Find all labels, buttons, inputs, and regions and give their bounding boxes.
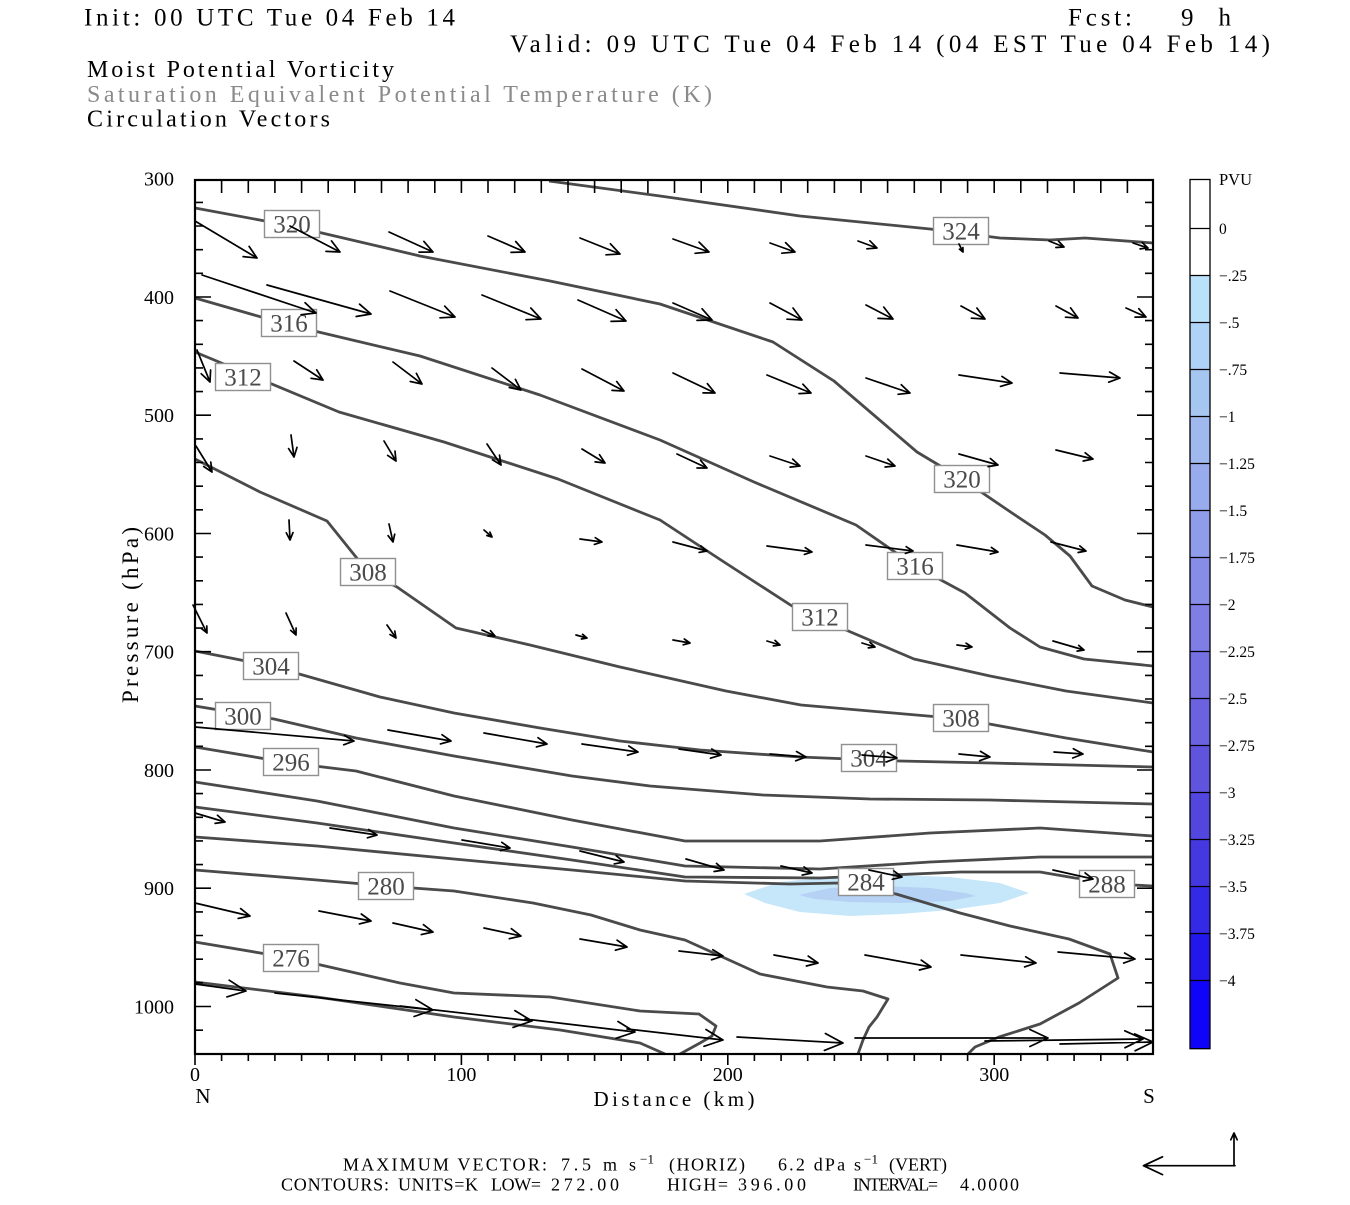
svg-text:272.00: 272.00 (551, 1174, 619, 1194)
svg-text:−3.25: −3.25 (1219, 832, 1255, 849)
svg-text:−2.5: −2.5 (1219, 691, 1247, 708)
svg-text:−.75: −.75 (1219, 362, 1247, 379)
svg-text:−3: −3 (1219, 785, 1236, 802)
svg-text:308: 308 (942, 706, 980, 733)
svg-text:−.5: −.5 (1219, 315, 1240, 332)
svg-text:276: 276 (272, 946, 310, 973)
svg-text:−4: −4 (1219, 973, 1236, 990)
svg-text:INTERVAL=: INTERVAL= (853, 1174, 938, 1194)
svg-text:324: 324 (942, 219, 980, 246)
svg-text:−1: −1 (864, 1152, 878, 1167)
svg-text:0: 0 (190, 1064, 200, 1086)
svg-text:CONTOURS:: CONTOURS: (281, 1174, 389, 1194)
svg-text:−1.75: −1.75 (1219, 550, 1255, 567)
svg-text:400: 400 (144, 287, 174, 309)
svg-text:320: 320 (943, 467, 981, 494)
svg-text:312: 312 (801, 605, 839, 632)
svg-text:308: 308 (349, 560, 387, 587)
svg-text:PVU: PVU (1219, 170, 1252, 189)
svg-text:Distance (km): Distance (km) (594, 1087, 755, 1111)
svg-text:LOW=: LOW= (491, 1174, 541, 1194)
svg-text:9 h: 9 h (1181, 5, 1232, 32)
svg-text:(HORIZ): (HORIZ) (669, 1155, 745, 1176)
svg-text:4.0000: 4.0000 (960, 1174, 1019, 1194)
svg-text:−1.25: −1.25 (1219, 456, 1255, 473)
svg-text:900: 900 (144, 878, 174, 900)
svg-text:−2.75: −2.75 (1219, 738, 1255, 755)
svg-text:300: 300 (224, 704, 262, 731)
svg-text:HIGH=: HIGH= (667, 1174, 728, 1194)
svg-text:0: 0 (1219, 221, 1227, 238)
svg-text:−3.5: −3.5 (1219, 879, 1247, 896)
svg-text:200: 200 (713, 1064, 743, 1086)
svg-text:316: 316 (896, 554, 934, 581)
svg-text:500: 500 (144, 405, 174, 427)
svg-text:6.2 dPa s: 6.2 dPa s (778, 1155, 861, 1175)
svg-text:288: 288 (1088, 872, 1126, 899)
svg-text:1000: 1000 (134, 996, 174, 1018)
svg-text:−1: −1 (1219, 409, 1236, 426)
svg-text:600: 600 (144, 523, 174, 545)
svg-text:700: 700 (144, 642, 174, 664)
svg-text:100: 100 (446, 1064, 476, 1086)
svg-text:300: 300 (979, 1064, 1009, 1086)
svg-text:312: 312 (224, 365, 262, 392)
svg-text:296: 296 (272, 750, 310, 777)
svg-text:Moist Potential Vorticity: Moist Potential Vorticity (87, 57, 394, 83)
svg-text:N: N (195, 1084, 210, 1108)
svg-text:Circulation Vectors: Circulation Vectors (87, 107, 330, 133)
svg-text:800: 800 (144, 760, 174, 782)
svg-text:UNITS=K: UNITS=K (398, 1174, 478, 1194)
svg-text:S: S (1143, 1084, 1155, 1108)
svg-text:−1: −1 (640, 1152, 654, 1167)
svg-text:280: 280 (367, 874, 405, 901)
svg-text:MAXIMUM VECTOR:: MAXIMUM VECTOR: (343, 1155, 547, 1175)
svg-text:−1.5: −1.5 (1219, 503, 1247, 520)
svg-text:284: 284 (847, 870, 885, 897)
svg-text:300: 300 (144, 169, 174, 191)
svg-text:(VERT): (VERT) (889, 1155, 947, 1176)
svg-text:−2: −2 (1219, 597, 1236, 614)
svg-text:Init: 00 UTC Tue 04 Feb 14: Init: 00 UTC Tue 04 Feb 14 (84, 5, 456, 32)
svg-text:304: 304 (252, 654, 290, 681)
svg-text:−2.25: −2.25 (1219, 644, 1255, 661)
svg-text:−.25: −.25 (1219, 268, 1247, 285)
svg-text:−3.75: −3.75 (1219, 926, 1255, 943)
svg-text:396.00: 396.00 (738, 1174, 806, 1194)
svg-text:304: 304 (850, 746, 888, 773)
